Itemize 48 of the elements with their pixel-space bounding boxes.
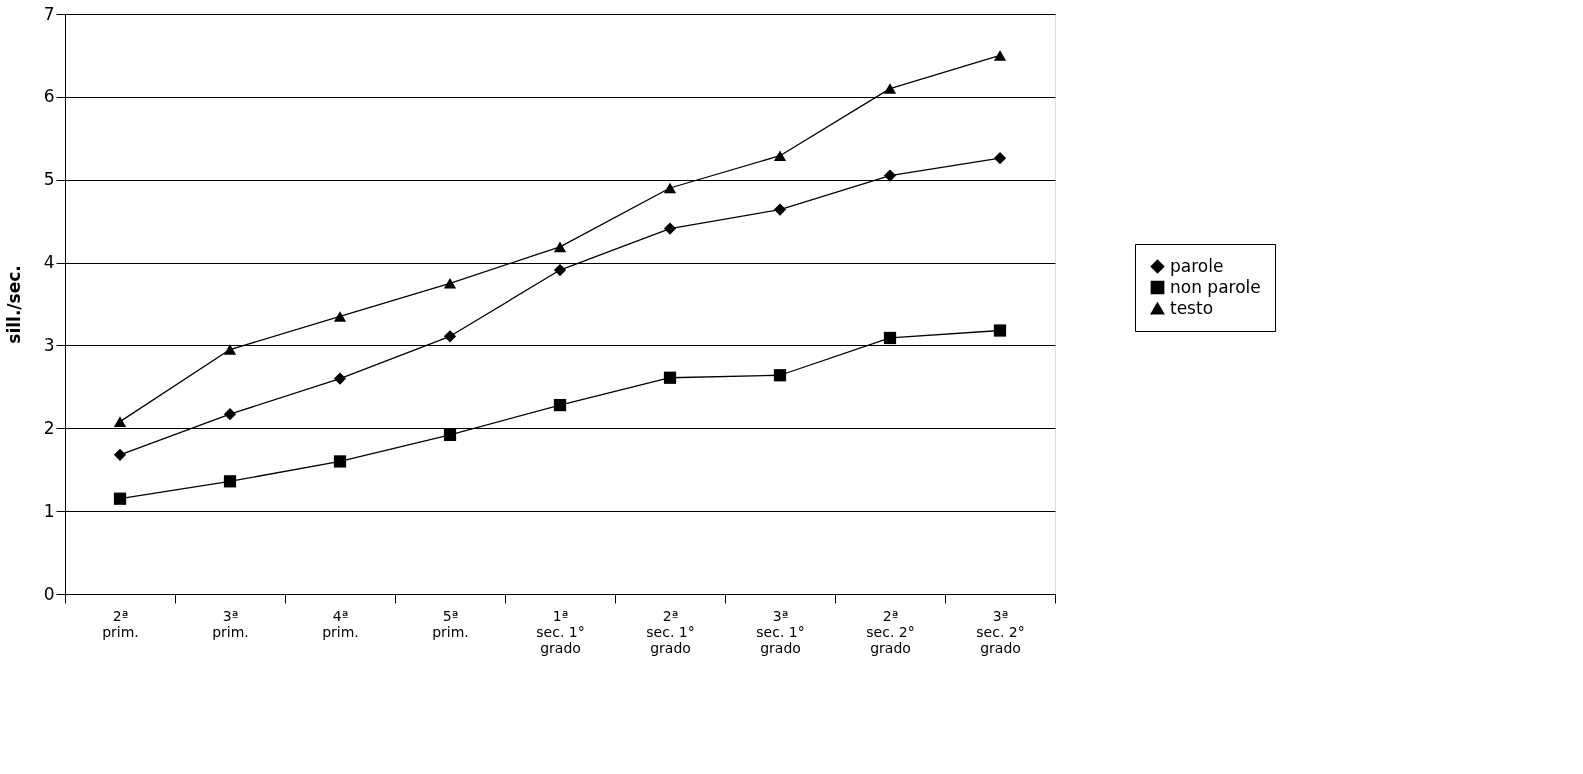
y-tick-label: 0: [43, 583, 55, 604]
point: [883, 169, 897, 182]
y-tick-label: 4: [43, 252, 55, 273]
point: [993, 324, 1007, 337]
x-tick-label: 3ª sec. 1° grado: [756, 607, 805, 656]
y-axis-title: sill./sec.: [3, 265, 24, 344]
legend-label: testo: [1170, 297, 1214, 318]
point: [113, 492, 127, 505]
point: [993, 50, 1007, 61]
y-tick-label: 5: [43, 169, 55, 190]
x-tick-label: 5ª prim.: [432, 607, 469, 640]
y-tick-label: 6: [43, 86, 55, 107]
point: [553, 398, 567, 412]
legend-label: parole: [1170, 255, 1224, 276]
point: [223, 475, 237, 488]
point: [553, 263, 567, 277]
y-tick-label: 1: [43, 500, 55, 521]
point: [223, 344, 237, 355]
y-tick-label: 3: [43, 334, 55, 355]
point: [773, 150, 787, 161]
point: [663, 182, 677, 194]
point: [443, 330, 457, 343]
x-tick-label: 2ª sec. 1° grado: [646, 607, 695, 656]
x-tick-label: 2ª sec. 2° grado: [866, 607, 915, 656]
point: [443, 277, 457, 289]
point: [113, 416, 127, 427]
point: [333, 311, 347, 322]
point: [883, 331, 897, 345]
point: [773, 369, 787, 382]
legend-label: non parole: [1170, 276, 1261, 297]
point: [333, 455, 347, 468]
x-tick-label: 2ª prim.: [102, 607, 139, 640]
point: [883, 83, 897, 94]
x-tick-label: 4ª prim.: [322, 607, 359, 640]
x-tick-label: 3ª prim.: [212, 607, 249, 640]
point: [553, 241, 567, 253]
x-tick-label: 3ª sec. 2° grado: [976, 607, 1025, 656]
y-tick-label: 7: [43, 3, 55, 24]
point: [993, 152, 1007, 165]
point: [663, 371, 677, 384]
point: [333, 372, 347, 385]
point: [443, 428, 457, 442]
point: [113, 448, 127, 461]
x-tick-label: 1ª sec. 1° grado: [536, 607, 585, 656]
point: [223, 408, 237, 421]
y-tick-label: 2: [43, 417, 55, 438]
point: [663, 222, 677, 235]
point: [773, 203, 787, 216]
